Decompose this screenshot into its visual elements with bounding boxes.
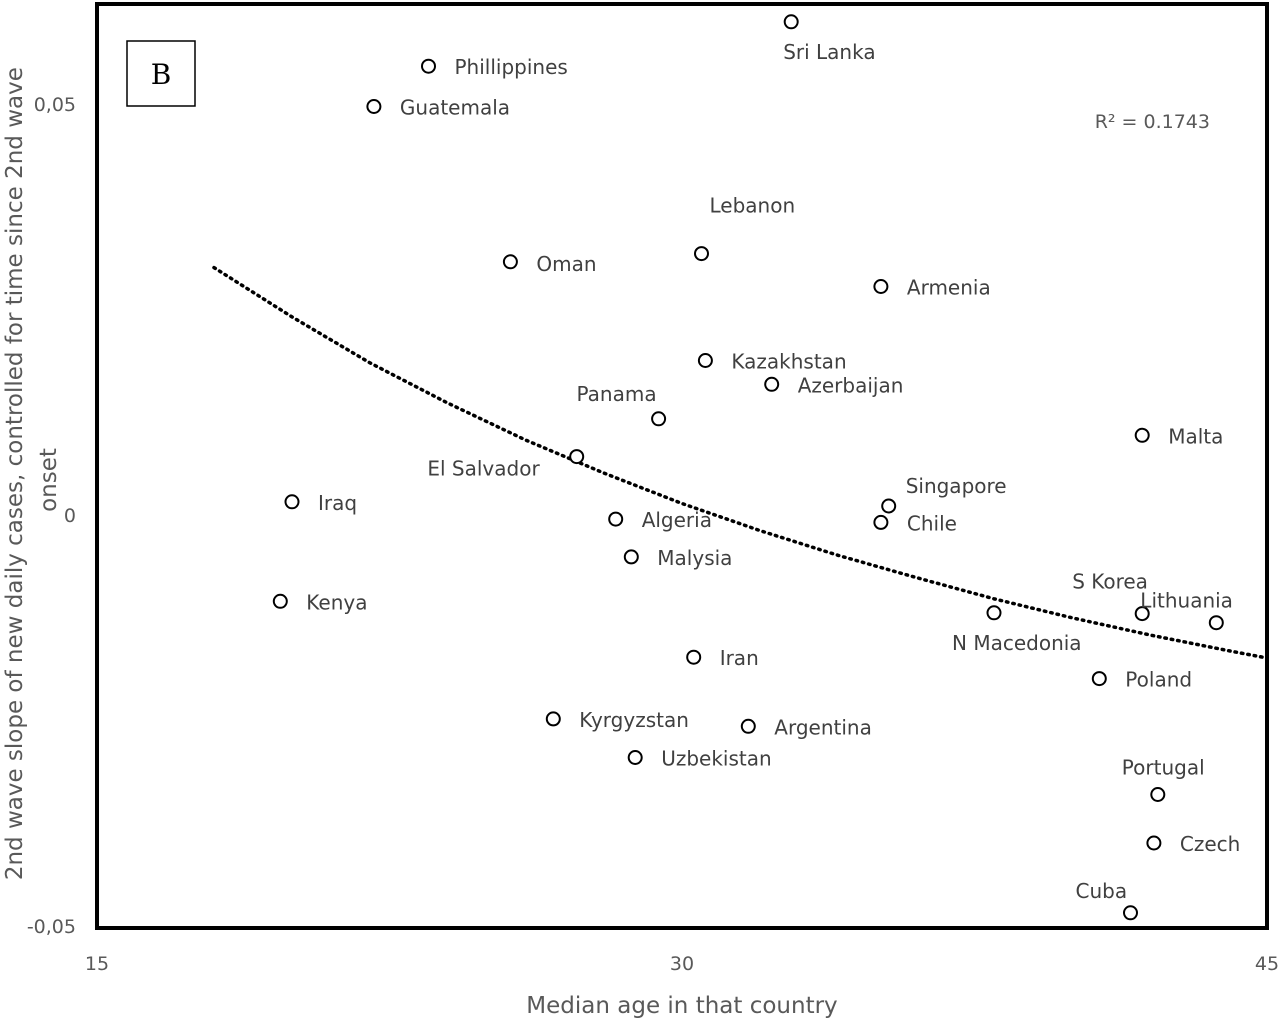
y-tick-label: 0,05 — [34, 94, 76, 116]
data-point — [545, 711, 561, 727]
data-point — [881, 498, 897, 514]
x-axis-ticks: 15 30 45 — [85, 953, 1279, 975]
point-labels: Sri Lanka Phillippines Guatemala Lebanon Oma… — [306, 40, 1240, 903]
data-point — [284, 494, 300, 510]
data-point — [1134, 427, 1150, 443]
data-point — [623, 549, 639, 565]
y-tick-label: 0 — [64, 505, 76, 527]
x-tick-label: 45 — [1255, 953, 1279, 975]
y-axis-title-line-2: onset — [36, 448, 62, 512]
point-label: Azerbaijan — [798, 373, 904, 397]
data-points — [272, 14, 1224, 921]
data-point — [366, 99, 382, 114]
point-label: Kenya — [306, 590, 367, 614]
data-point — [686, 649, 702, 665]
point-label: Argentina — [774, 715, 872, 739]
data-point — [694, 246, 709, 262]
point-label: Iraq — [318, 491, 357, 515]
data-point — [1150, 787, 1166, 802]
data-point — [697, 353, 713, 368]
r-squared-label: R² = 0.1743 — [1095, 111, 1210, 133]
data-point — [986, 605, 1002, 621]
data-point — [627, 750, 643, 765]
point-label: Phillippines — [455, 55, 568, 79]
data-point — [1123, 905, 1138, 921]
point-label: Lebanon — [710, 194, 796, 218]
data-point — [740, 718, 756, 734]
point-label: S Korea — [1072, 570, 1148, 594]
x-tick-label: 15 — [85, 953, 109, 975]
plot-frame — [95, 2, 1269, 930]
data-point — [1134, 606, 1150, 622]
data-point — [1208, 615, 1224, 631]
point-label: Singapore — [906, 474, 1007, 498]
data-point — [873, 514, 889, 530]
point-label: Portugal — [1122, 756, 1205, 780]
data-point — [873, 279, 889, 294]
x-axis-title: Median age in that country — [526, 993, 837, 1019]
point-label: Lithuania — [1140, 589, 1233, 613]
point-label: Oman — [536, 252, 596, 276]
point-label: Kyrgyzstan — [579, 708, 689, 732]
panel-label-box — [126, 40, 196, 107]
point-label: Algeria — [642, 508, 712, 532]
trendline — [212, 265, 1269, 660]
point-label: El Salvador — [427, 457, 540, 481]
point-label: Malta — [1168, 424, 1223, 448]
point-label: Armenia — [907, 276, 991, 300]
data-point — [764, 376, 780, 392]
point-label: Czech — [1180, 832, 1240, 856]
data-point — [1091, 671, 1107, 687]
data-point — [272, 593, 288, 609]
data-point — [783, 14, 799, 30]
x-tick-label: 30 — [670, 953, 694, 975]
point-label: Sri Lanka — [783, 40, 875, 64]
y-tick-label: -0,05 — [27, 916, 76, 938]
point-label: Cuba — [1076, 879, 1128, 903]
point-label: Guatemala — [400, 96, 510, 120]
panel-label: B — [151, 58, 172, 91]
y-axis-title-line-1: 2nd wave slope of new daily cases, contr… — [2, 67, 28, 880]
point-label: N Macedonia — [952, 631, 1082, 655]
y-axis-title: 2nd wave slope of new daily cases, contr… — [2, 60, 62, 880]
point-label: Malysia — [657, 546, 732, 570]
point-label: Chile — [907, 511, 957, 535]
point-label: Uzbekistan — [661, 747, 771, 771]
data-point — [651, 411, 667, 427]
y-axis-ticks: 0,05 0 -0,05 — [27, 94, 76, 938]
point-label: Iran — [720, 646, 759, 670]
data-point — [569, 449, 585, 465]
data-point — [502, 254, 518, 270]
point-label: Poland — [1125, 668, 1192, 692]
data-point — [1146, 835, 1162, 851]
point-label: Kazakhstan — [731, 350, 846, 374]
data-point — [608, 511, 624, 527]
data-point — [421, 58, 436, 74]
point-label: Panama — [577, 382, 657, 406]
